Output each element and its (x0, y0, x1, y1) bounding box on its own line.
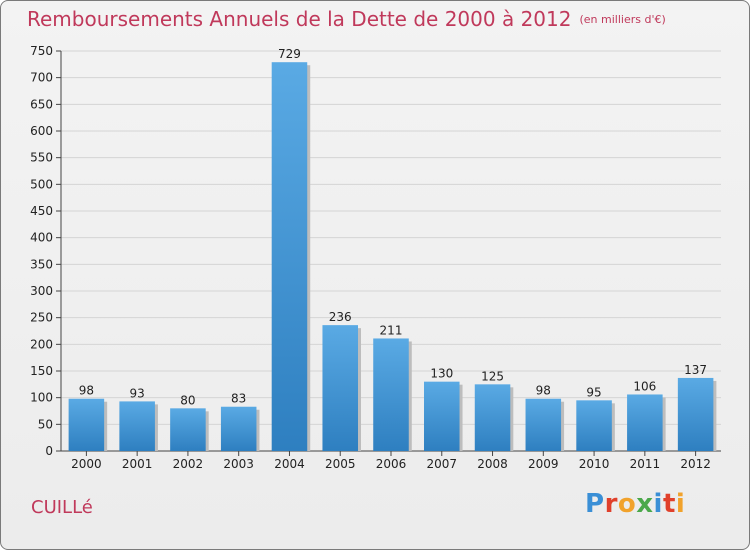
value-label-2000: 98 (79, 384, 94, 398)
y-tick-label: 500 (30, 177, 53, 191)
logo-letter: P (585, 489, 605, 519)
logo-letter: o (617, 489, 637, 519)
value-label-2002: 80 (180, 393, 195, 407)
y-tick-label: 400 (30, 231, 53, 245)
x-tick-label-2011: 2011 (630, 457, 661, 471)
y-tick-label: 0 (45, 444, 53, 458)
x-tick-label-2003: 2003 (223, 457, 254, 471)
value-label-2003: 83 (231, 392, 246, 406)
proxiti-logo[interactable]: Proxiti (585, 489, 685, 519)
bar-2000 (68, 398, 105, 451)
bar-2009 (525, 398, 562, 451)
y-tick-label: 450 (30, 204, 53, 218)
bar-2003 (220, 406, 257, 451)
y-tick-label: 250 (30, 311, 53, 325)
x-tick-label-2002: 2002 (173, 457, 204, 471)
x-tick-label-2007: 2007 (426, 457, 457, 471)
x-tick-label-2000: 2000 (71, 457, 102, 471)
bar-2006 (373, 338, 409, 451)
y-tick-label: 600 (30, 124, 53, 138)
x-tick-label-2012: 2012 (680, 457, 711, 471)
value-label-2004: 729 (278, 47, 301, 61)
value-label-2009: 98 (536, 384, 551, 398)
commune-name: CUILLé (31, 497, 93, 518)
bar-2008 (474, 384, 511, 451)
y-tick-label: 150 (30, 364, 53, 378)
value-label-2010: 95 (586, 385, 601, 399)
value-label-2006: 211 (380, 323, 403, 337)
y-tick-label: 350 (30, 257, 53, 271)
value-label-2008: 125 (481, 369, 504, 383)
value-label-2001: 93 (130, 386, 145, 400)
y-tick-label: 200 (30, 337, 53, 351)
chart-title-text: Remboursements Annuels de la Dette de 20… (27, 7, 572, 31)
value-label-2007: 130 (430, 367, 453, 381)
logo-letter: i (675, 489, 686, 519)
value-label-2011: 106 (633, 379, 656, 393)
x-tick-label-2006: 2006 (376, 457, 407, 471)
bars (68, 62, 717, 451)
logo-letter: t (662, 489, 676, 519)
x-tick-label-2005: 2005 (325, 457, 356, 471)
chart-unit: (en milliers d'€) (579, 13, 666, 26)
y-tick-label: 650 (30, 97, 53, 111)
x-tick-label-2008: 2008 (477, 457, 508, 471)
y-tick-label: 700 (30, 71, 53, 85)
x-tick-label-2009: 2009 (528, 457, 559, 471)
bar-2012 (677, 377, 714, 451)
y-tick-label: 50 (38, 417, 53, 431)
value-label-2012: 137 (684, 363, 707, 377)
logo-letter: r (604, 489, 618, 519)
x-tick-label-2010: 2010 (579, 457, 610, 471)
logo-letter: i (653, 489, 663, 519)
bar-2001 (119, 401, 155, 451)
bar-2004 (271, 62, 308, 451)
bar-2010 (576, 400, 612, 451)
logo-letter: x (636, 489, 654, 519)
x-tick-label-2001: 2001 (122, 457, 153, 471)
y-tick-label: 300 (30, 284, 53, 298)
y-tick-label: 100 (30, 391, 53, 405)
bar-2007 (424, 381, 460, 451)
bar-2005 (322, 325, 358, 451)
value-label-2005: 236 (329, 310, 352, 324)
x-tick-label-2004: 2004 (274, 457, 305, 471)
y-tick-label: 550 (30, 151, 53, 165)
chart-title: Remboursements Annuels de la Dette de 20… (27, 7, 666, 31)
bar-2011 (627, 394, 663, 451)
bar-2002 (170, 408, 206, 451)
y-tick-label: 750 (30, 44, 53, 58)
labels: 0 50 100 150 200 250 300 350 400 450 500 550 600 650 7… (30, 44, 711, 471)
